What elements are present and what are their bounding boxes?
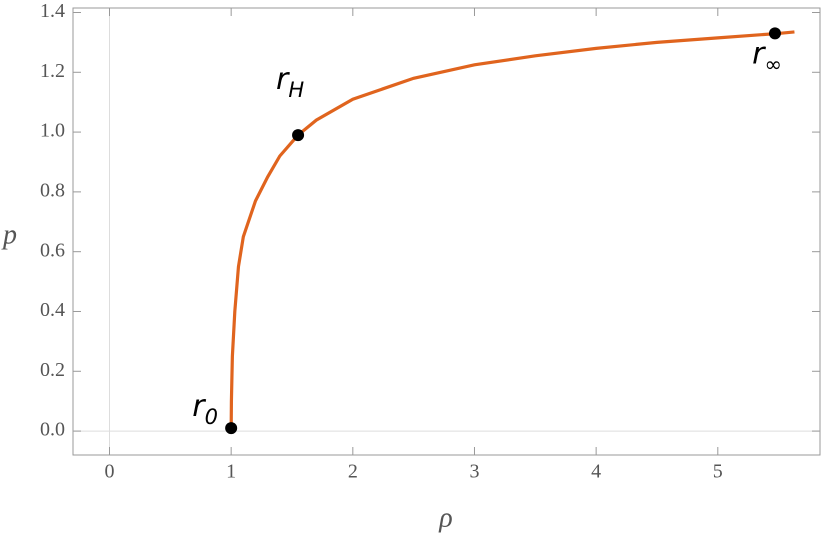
point-label: r0 bbox=[192, 389, 218, 429]
y-tick-label: 0.8 bbox=[40, 179, 65, 201]
point-label: rH bbox=[276, 62, 304, 102]
point-label: r∞ bbox=[752, 36, 782, 76]
x-tick-label: 1 bbox=[226, 461, 236, 483]
point bbox=[768, 27, 781, 40]
y-tick-label: 1.2 bbox=[40, 60, 65, 82]
label-subscript: H bbox=[288, 78, 304, 102]
label-subscript: ∞ bbox=[764, 52, 782, 76]
point bbox=[292, 129, 305, 142]
x-tick-label: 3 bbox=[469, 461, 479, 483]
label-base: r bbox=[752, 36, 766, 71]
x-tick-label: 5 bbox=[713, 461, 723, 483]
curve bbox=[229, 30, 795, 432]
x-tick-label: 4 bbox=[591, 461, 601, 483]
label-base: r bbox=[276, 62, 290, 97]
label-base: r bbox=[192, 389, 206, 424]
y-tick-label: 0.0 bbox=[40, 419, 65, 441]
y-tick-label: 0.6 bbox=[40, 239, 65, 261]
label-subscript: 0 bbox=[205, 405, 218, 429]
y-tick-label: 1.0 bbox=[40, 120, 65, 142]
y-tick-label: 0.2 bbox=[40, 359, 65, 381]
x-tick-label: 2 bbox=[348, 461, 358, 483]
y-tick-label: 0.4 bbox=[40, 299, 65, 321]
point bbox=[225, 422, 238, 435]
y-axis-label: p bbox=[1, 219, 17, 250]
x-axis-label: ρ bbox=[438, 502, 452, 533]
x-tick-label: 0 bbox=[104, 461, 114, 483]
plot-frame bbox=[72, 7, 821, 456]
y-tick-label: 1.4 bbox=[40, 0, 65, 22]
